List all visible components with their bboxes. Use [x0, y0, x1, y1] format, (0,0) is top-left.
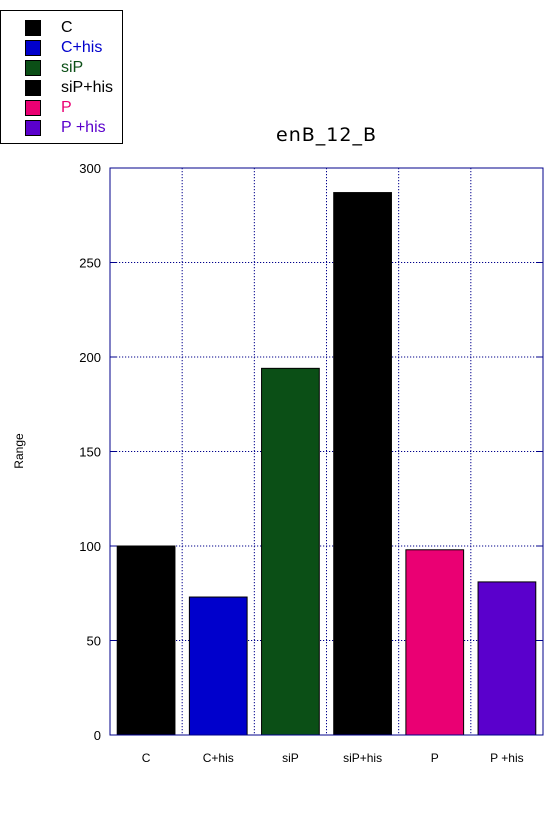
x-category-label: siP: [282, 751, 299, 765]
legend-swatch: [25, 40, 41, 56]
bar-5: [477, 581, 537, 736]
y-tick-label: 200: [79, 350, 101, 365]
x-category-label: C+his: [203, 751, 234, 765]
chart-title: enB_12_B: [276, 124, 377, 146]
y-tick-label: 300: [79, 161, 101, 176]
legend-swatch: [25, 100, 41, 116]
legend-label: P: [61, 99, 72, 116]
y-tick-label: 50: [87, 634, 101, 649]
y-tick-label: 150: [79, 445, 101, 460]
x-category-label: siP+his: [343, 751, 382, 765]
legend-label: C: [61, 19, 73, 36]
bar-1: [188, 596, 248, 736]
legend-swatch: [25, 120, 41, 136]
y-tick-label: 250: [79, 256, 101, 271]
y-tick-label: 100: [79, 539, 101, 554]
x-category-label: P: [431, 751, 439, 765]
legend-label: siP+his: [61, 79, 114, 96]
legend-item: C+his: [25, 38, 102, 58]
legend-label: P +his: [61, 119, 106, 136]
legend-item: P: [25, 98, 72, 118]
plot-frame: [109, 167, 544, 736]
legend-item: P +his: [25, 118, 106, 138]
x-category-label: C: [142, 751, 151, 765]
legend-item: siP: [25, 58, 83, 78]
bar-4: [405, 549, 465, 736]
bar-3: [333, 192, 392, 736]
legend-label: siP: [61, 59, 84, 76]
x-category-label: P +his: [490, 751, 523, 765]
legend-swatch: [25, 80, 41, 96]
chart-legend: C C+his siP siP+his P P +his: [0, 10, 123, 144]
legend-label: C+his: [61, 39, 103, 56]
legend-swatch: [25, 20, 41, 36]
legend-swatch: [25, 60, 41, 76]
legend-item: C: [25, 18, 73, 38]
bar-2: [261, 367, 320, 736]
legend-item: siP+his: [25, 78, 113, 98]
bar-0: [116, 545, 176, 736]
y-tick-label: 0: [94, 728, 101, 743]
